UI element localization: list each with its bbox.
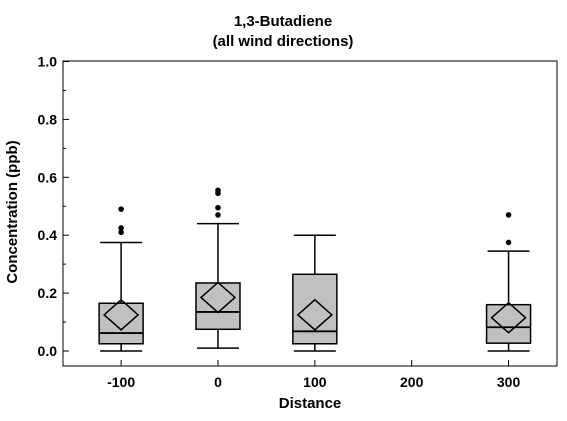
- mean-diamond: [490, 301, 527, 334]
- y-axis-label: Concentration (ppb): [4, 140, 21, 283]
- x-tick-label: 100: [303, 374, 327, 390]
- outlier-point: [215, 204, 221, 211]
- box-iqr: [98, 302, 144, 345]
- y-tick-label: 1.0: [38, 54, 58, 70]
- chart-subtitle: (all wind directions): [213, 33, 354, 50]
- plot-area: [62, 60, 558, 367]
- y-tick-label: 0.8: [38, 111, 58, 127]
- mean-diamond: [102, 298, 140, 331]
- y-tick-label: 0.6: [38, 169, 58, 185]
- x-axis-label: Distance: [279, 395, 342, 412]
- outlier-point: [215, 187, 221, 194]
- outlier-point: [505, 239, 512, 246]
- mean-diamond: [199, 281, 237, 314]
- box-iqr: [195, 282, 241, 331]
- box-group: [292, 234, 338, 352]
- x-tick-label: 300: [497, 374, 521, 390]
- box-group: [195, 187, 241, 349]
- box-iqr: [485, 303, 532, 344]
- y-axis: 0.0 0.2 0.4 0.6 0.8 1.0: [38, 54, 69, 359]
- outlier-point: [118, 225, 124, 231]
- mean-diamond: [296, 298, 333, 331]
- outlier-point: [118, 206, 124, 212]
- box-group: [98, 206, 144, 352]
- outlier-point: [118, 229, 124, 236]
- y-tick-label: 0.0: [38, 343, 58, 359]
- box-group: [485, 212, 532, 352]
- x-axis: -100 0 100 200 300: [107, 360, 520, 390]
- outlier-point: [505, 212, 512, 218]
- outlier-point: [215, 212, 221, 218]
- x-tick-label: 0: [214, 374, 222, 390]
- x-tick-label: 200: [400, 374, 424, 390]
- y-tick-label: 0.2: [38, 285, 58, 301]
- box-iqr: [292, 273, 338, 345]
- y-tick-label: 0.4: [38, 227, 58, 243]
- x-tick-label: -100: [107, 374, 135, 390]
- chart-title: 1,3-Butadiene: [234, 13, 332, 30]
- box-series: [98, 187, 532, 352]
